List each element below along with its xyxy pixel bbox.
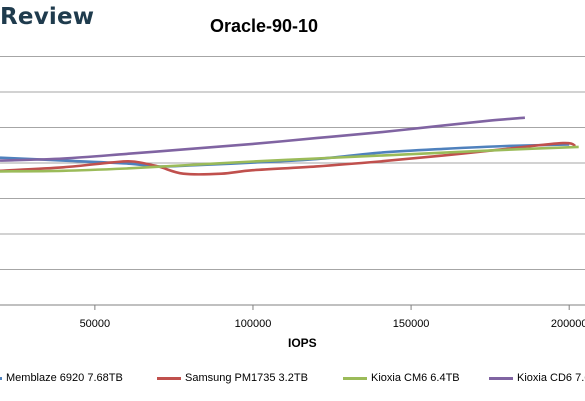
legend-label: Kioxia CM6 6.4TB: [371, 372, 460, 384]
chart-title: Oracle-90-10: [210, 16, 319, 36]
legend-label: Samsung PM1735 3.2TB: [185, 372, 308, 384]
x-tick-label: 200000: [551, 318, 585, 330]
series-line-kioxia-cm6: [0, 145, 579, 173]
legend: Memblaze 6920 7.68TB Samsung PM1735 3.2T…: [0, 372, 585, 390]
x-tick-labels: 50000 100000 150000 200000: [80, 318, 585, 330]
x-tick-label: 100000: [235, 318, 272, 330]
legend-swatch-samsung: [157, 376, 181, 380]
brand-logo-text: Review: [0, 4, 95, 30]
x-axis-label: IOPS: [288, 336, 317, 350]
legend-item-kioxia-cd6: Kioxia CD6 7.68TB: [489, 372, 585, 384]
legend-label: Kioxia CD6 7.68TB: [517, 372, 585, 384]
legend-item-memblaze: Memblaze 6920 7.68TB: [0, 372, 123, 384]
legend-item-kioxia-cm6: Kioxia CM6 6.4TB: [343, 372, 460, 384]
x-tick-label: 50000: [80, 318, 111, 330]
x-tick-label: 150000: [393, 318, 430, 330]
legend-swatch-memblaze: [0, 376, 2, 380]
legend-swatch-kioxia-cd6: [489, 376, 513, 380]
series-lines: [0, 116, 579, 176]
legend-item-samsung: Samsung PM1735 3.2TB: [157, 372, 308, 384]
series-line-kioxia-cd6: [0, 116, 526, 162]
axes: [94, 305, 570, 310]
legend-swatch-kioxia-cm6: [343, 376, 367, 380]
gridlines: [0, 56, 585, 306]
legend-label: Memblaze 6920 7.68TB: [6, 372, 123, 384]
